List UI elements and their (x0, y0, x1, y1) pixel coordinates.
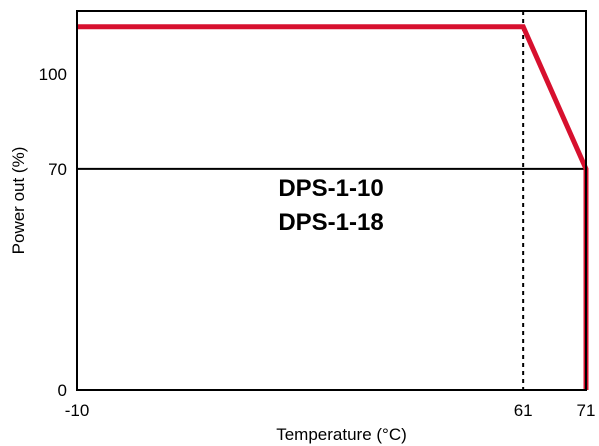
model-label-dps-1-10: DPS-1-10 (278, 175, 383, 202)
x-tick-label: -10 (65, 401, 90, 420)
x-axis-label: Temperature (°C) (276, 425, 407, 444)
y-axis-label: Power out (%) (9, 147, 28, 255)
x-tick-labels: -10 61 71 (65, 401, 596, 420)
y-tick-label: 0 (58, 381, 67, 400)
y-tick-label: 100 (39, 65, 67, 84)
y-tick-label: 70 (48, 160, 67, 179)
reference-lines (77, 11, 586, 390)
x-tick-label: 61 (514, 401, 533, 420)
x-tick-label: 71 (577, 401, 596, 420)
y-tick-labels: 0 70 100 (39, 65, 67, 400)
plot-frame (76, 10, 587, 391)
model-label-dps-1-18: DPS-1-18 (278, 209, 383, 236)
